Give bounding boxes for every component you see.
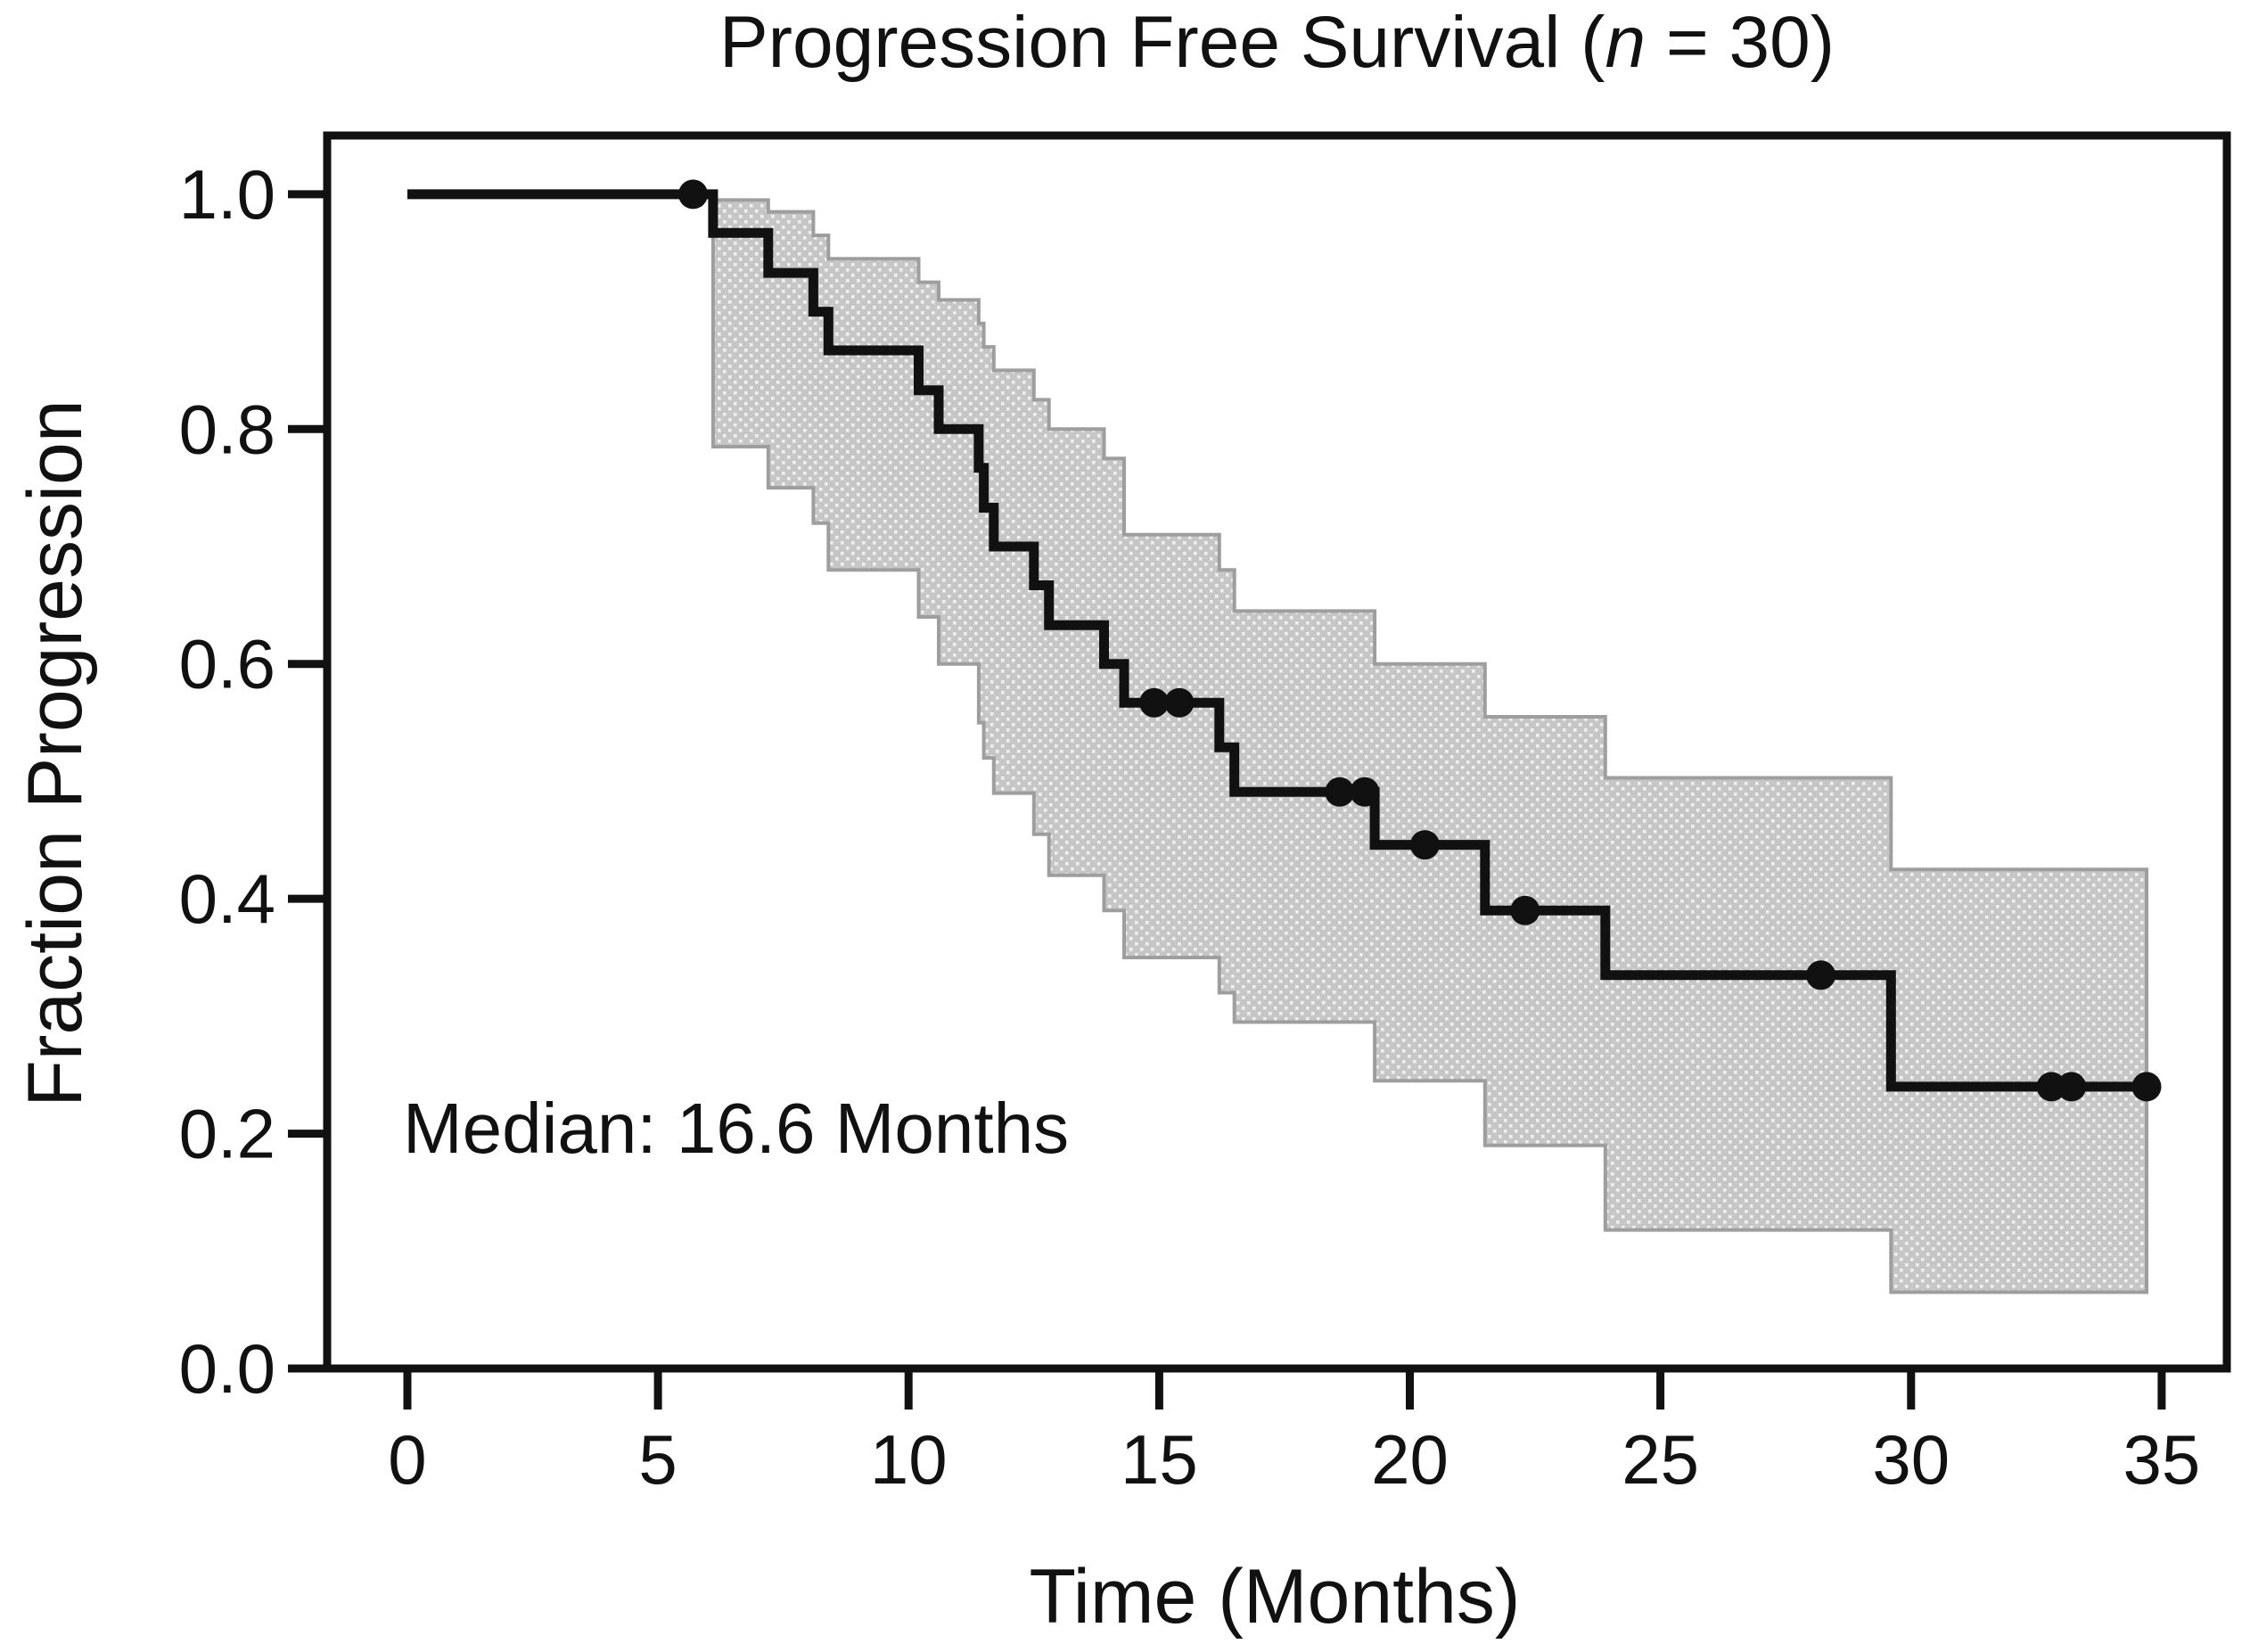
y-axis-label: Fraction Progression [12, 399, 98, 1107]
censor-mark [1139, 687, 1170, 718]
y-tick-label: 0.6 [179, 625, 275, 703]
ticks-layer [288, 190, 2166, 1410]
ci-band-layer [710, 198, 2148, 1294]
censor-marks-layer [678, 179, 2162, 1102]
x-tick-label: 5 [638, 1420, 677, 1499]
censor-mark [2057, 1072, 2087, 1102]
chart-title-suffix: = 30) [1646, 2, 1835, 83]
tick-labels-layer: 0 5 10 15 20 25 30 35 0.0 0.2 0.4 0.6 0.8 1.0 [179, 155, 2201, 1499]
chart-title: Progression Free Survival (n = 30) [327, 2, 2227, 84]
censor-mark [2131, 1072, 2162, 1102]
x-tick-label: 0 [388, 1420, 426, 1499]
censor-mark [1164, 687, 1195, 718]
x-tick-label: 35 [2123, 1420, 2201, 1499]
plot-frame [323, 131, 2231, 1373]
y-tick-label: 0.0 [179, 1329, 275, 1408]
x-tick-label: 15 [1121, 1420, 1198, 1499]
censor-mark [1409, 830, 1440, 860]
censor-mark [1325, 777, 1355, 807]
x-tick-label: 10 [870, 1420, 948, 1499]
chart-title-prefix: Progression Free Survival ( [719, 2, 1605, 83]
x-tick-label: 25 [1622, 1420, 1699, 1499]
y-tick-label: 1.0 [179, 155, 275, 234]
x-axis-label: Time (Months) [1029, 1554, 1521, 1640]
axes-frame-layer [323, 131, 2231, 1373]
x-tick-label: 20 [1371, 1420, 1449, 1499]
x-tick-label: 30 [1872, 1420, 1950, 1499]
median-annotation: Median: 16.6 Months [403, 1089, 1070, 1168]
y-tick-label: 0.2 [179, 1095, 275, 1173]
censor-mark [1510, 895, 1540, 925]
censor-mark [1350, 777, 1380, 807]
censor-mark [1806, 960, 1836, 990]
censor-mark [678, 179, 708, 210]
ci-band [710, 198, 2148, 1294]
chart-title-n-italic: n [1605, 2, 1646, 83]
y-tick-label: 0.8 [179, 390, 275, 468]
y-tick-label: 0.4 [179, 859, 275, 938]
